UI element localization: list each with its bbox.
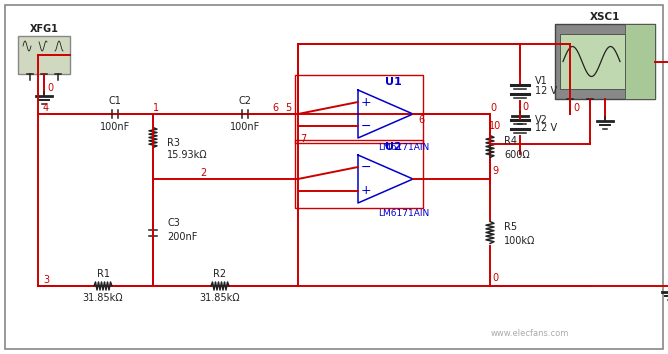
Text: 0: 0 xyxy=(573,103,579,113)
Text: 100nF: 100nF xyxy=(100,122,130,132)
Text: 15.93kΩ: 15.93kΩ xyxy=(167,149,208,160)
Text: 31.85kΩ: 31.85kΩ xyxy=(83,293,124,303)
Text: R1: R1 xyxy=(96,269,110,279)
Text: 31.85kΩ: 31.85kΩ xyxy=(200,293,240,303)
Text: 200nF: 200nF xyxy=(167,233,197,242)
Bar xyxy=(295,140,423,208)
Text: 0: 0 xyxy=(47,83,53,93)
Text: XFG1: XFG1 xyxy=(29,24,58,34)
Text: 100nF: 100nF xyxy=(230,122,260,132)
Text: 10: 10 xyxy=(489,121,501,131)
Bar xyxy=(555,24,655,99)
Text: 12 V: 12 V xyxy=(535,123,557,133)
Text: 0: 0 xyxy=(490,103,496,113)
Bar xyxy=(560,34,625,89)
Text: 1: 1 xyxy=(153,103,159,113)
Text: www.elecfans.com: www.elecfans.com xyxy=(491,330,569,338)
Text: −: − xyxy=(361,160,371,173)
Text: U1: U1 xyxy=(385,77,402,87)
Text: 0: 0 xyxy=(492,273,498,283)
Text: 600Ω: 600Ω xyxy=(504,149,530,160)
Text: 7: 7 xyxy=(300,134,306,144)
Text: R2: R2 xyxy=(214,269,226,279)
Bar xyxy=(295,75,423,143)
Text: R5: R5 xyxy=(504,223,517,233)
Text: R4: R4 xyxy=(504,137,517,147)
Bar xyxy=(18,36,70,74)
Text: 5: 5 xyxy=(285,103,291,113)
Text: 3: 3 xyxy=(43,275,49,285)
Text: C2: C2 xyxy=(238,96,251,106)
Bar xyxy=(625,24,655,99)
Text: −: − xyxy=(361,120,371,132)
Text: 6: 6 xyxy=(272,103,278,113)
Text: +: + xyxy=(361,96,371,108)
Text: C3: C3 xyxy=(167,217,180,228)
Text: C1: C1 xyxy=(109,96,122,106)
Text: U2: U2 xyxy=(385,142,402,152)
Text: 9: 9 xyxy=(492,166,498,176)
Text: 0: 0 xyxy=(522,102,528,112)
Text: V2: V2 xyxy=(535,115,548,125)
Text: R3: R3 xyxy=(167,137,180,148)
Text: V1: V1 xyxy=(535,76,548,86)
Text: 6: 6 xyxy=(418,115,424,125)
Text: 100kΩ: 100kΩ xyxy=(504,235,535,246)
Text: XSC1: XSC1 xyxy=(590,12,620,22)
Text: LM6171AIN: LM6171AIN xyxy=(378,143,429,153)
Text: LM6171AIN: LM6171AIN xyxy=(378,209,429,217)
Text: +: + xyxy=(361,184,371,198)
Text: 2: 2 xyxy=(200,168,206,178)
Text: 4: 4 xyxy=(43,103,49,113)
Text: 12 V: 12 V xyxy=(535,86,557,96)
